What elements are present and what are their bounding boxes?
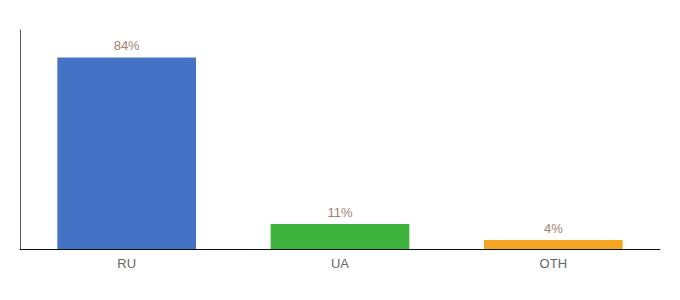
- svg-text:4%: 4%: [544, 221, 563, 236]
- svg-text:RU: RU: [117, 256, 136, 271]
- svg-text:11%: 11%: [327, 205, 352, 220]
- svg-text:84%: 84%: [114, 38, 140, 53]
- svg-text:OTH: OTH: [540, 256, 567, 271]
- svg-text:UA: UA: [331, 256, 349, 271]
